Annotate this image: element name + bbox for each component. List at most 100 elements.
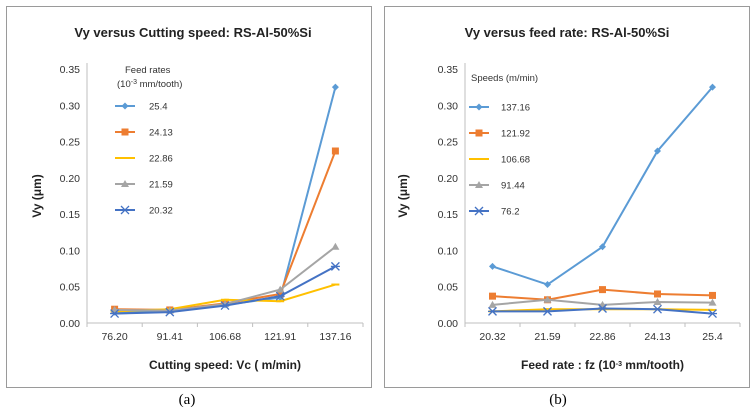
- legend-label: 25.4: [149, 102, 168, 113]
- series-76.2: [488, 304, 717, 319]
- series-line: [114, 150, 337, 311]
- x-tick-label: 22.86: [589, 331, 615, 343]
- caption-a: (a): [178, 392, 196, 408]
- legend-marker: [475, 181, 483, 188]
- data-point: [331, 147, 339, 155]
- x-axis-title: Feed rate : fz (10-3 mm/tooth): [521, 358, 684, 372]
- legend-entry: 121.92: [469, 129, 530, 140]
- legend-entry: 24.13: [115, 128, 173, 139]
- y-tick-label: 0.05: [438, 282, 459, 294]
- y-tick-label: 0.00: [438, 318, 459, 330]
- legend-title: Feed rates: [125, 65, 171, 76]
- y-tick-label: 0.35: [438, 64, 459, 76]
- y-tick-label: 0.15: [60, 209, 81, 221]
- legend: Speeds (m/min) 137.16 121.92 106.68 91.44 76.…: [469, 73, 538, 218]
- data-point: [330, 261, 340, 271]
- chart-panel-a: Vy versus Cutting speed: RS-Al-50%Si 0.00…: [6, 6, 372, 388]
- data-point: [654, 147, 661, 155]
- data-point: [599, 286, 606, 294]
- chart-panel-b: Vy versus feed rate: RS-Al-50%Si 0.00 0.05…: [384, 6, 750, 388]
- data-point: [599, 243, 606, 251]
- legend-label: 91.44: [501, 181, 525, 192]
- legend-label: 121.92: [501, 129, 530, 140]
- series-line: [114, 86, 337, 314]
- data-point: [709, 83, 716, 91]
- x-tick-label: 24.13: [644, 331, 670, 343]
- legend-label: 22.86: [149, 154, 173, 165]
- data-point: [653, 304, 662, 314]
- data-point: [489, 262, 496, 270]
- legend-entry: 25.4: [115, 102, 168, 113]
- series-121.92: [489, 286, 716, 304]
- legend-title: Speeds (m/min): [471, 73, 538, 84]
- x-tick-label: 106.68: [209, 331, 241, 343]
- series-21.59: [110, 242, 340, 314]
- data-point: [276, 285, 285, 293]
- data-point: [488, 300, 497, 308]
- legend-label: 24.13: [149, 128, 173, 139]
- chart-title: Vy versus Cutting speed: RS-Al-50%Si: [74, 25, 311, 40]
- legend-label: 137.16: [501, 103, 530, 114]
- chart-a: Vy versus Cutting speed: RS-Al-50%Si 0.00…: [30, 25, 364, 372]
- legend-label: 76.2: [501, 207, 520, 218]
- series-24.13: [111, 147, 339, 314]
- data-point: [543, 306, 552, 316]
- data-point: [543, 295, 552, 303]
- caption-b: (b): [549, 392, 567, 408]
- data-point: [708, 309, 717, 319]
- series-20.32: [110, 261, 340, 319]
- legend-label: 106.68: [501, 155, 530, 166]
- legend-entry: 76.2: [469, 207, 520, 218]
- legend-label: 21.59: [149, 180, 173, 191]
- legend-marker: [121, 180, 129, 187]
- y-tick-label: 0.35: [60, 64, 81, 76]
- y-tick-label: 0.00: [60, 318, 81, 330]
- data-point: [544, 281, 551, 289]
- data-point: [220, 301, 230, 311]
- legend-entry: 91.44: [469, 181, 525, 192]
- data-point: [708, 298, 717, 306]
- chart-title: Vy versus feed rate: RS-Al-50%Si: [465, 25, 670, 40]
- data-point: [275, 291, 285, 301]
- data-point: [488, 306, 497, 316]
- legend-marker: [475, 129, 483, 137]
- legend-entry: 106.68: [469, 155, 530, 166]
- legend-title-units: (10-3 mm/tooth): [117, 79, 182, 91]
- legend-marker: [121, 128, 129, 136]
- x-tick-label: 25.4: [702, 331, 723, 343]
- y-tick-label: 0.10: [60, 245, 81, 257]
- y-axis-title: Vy (μm): [30, 174, 44, 218]
- y-tick-label: 0.25: [60, 137, 81, 149]
- x-tick-label: 121.91: [264, 331, 296, 343]
- series-line: [492, 86, 714, 286]
- x-tick-label: 21.59: [534, 331, 560, 343]
- y-tick-label: 0.30: [438, 100, 459, 112]
- data-point: [653, 297, 662, 305]
- y-tick-label: 0.20: [438, 173, 459, 185]
- legend-entry: 22.86: [115, 154, 173, 165]
- legend-marker: [475, 103, 483, 111]
- data-point: [331, 83, 339, 91]
- y-tick-label: 0.05: [60, 282, 81, 294]
- x-tick-label: 137.16: [319, 331, 351, 343]
- data-point: [165, 307, 175, 317]
- legend-marker: [120, 205, 130, 215]
- data-point: [654, 290, 661, 298]
- y-tick-label: 0.30: [60, 100, 81, 112]
- data-point: [489, 292, 496, 300]
- legend-marker: [121, 102, 129, 110]
- legend: Feed rates (10-3 mm/tooth) 25.4 24.13 22.86 2…: [115, 65, 182, 217]
- x-tick-label: 20.32: [479, 331, 505, 343]
- y-tick-label: 0.10: [438, 245, 459, 257]
- legend-label: 20.32: [149, 206, 173, 217]
- y-tick-label: 0.15: [438, 209, 459, 221]
- y-axis-title: Vy (μm): [396, 174, 410, 218]
- series-25.4: [111, 83, 339, 316]
- data-point: [709, 291, 716, 299]
- x-tick-label: 76.20: [101, 331, 127, 343]
- y-tick-label: 0.20: [60, 173, 81, 185]
- x-tick-label: 91.41: [157, 331, 183, 343]
- chart-b: Vy versus feed rate: RS-Al-50%Si 0.00 0.05…: [396, 25, 741, 372]
- legend-entry: 21.59: [115, 180, 173, 191]
- legend-entry: 137.16: [469, 103, 530, 114]
